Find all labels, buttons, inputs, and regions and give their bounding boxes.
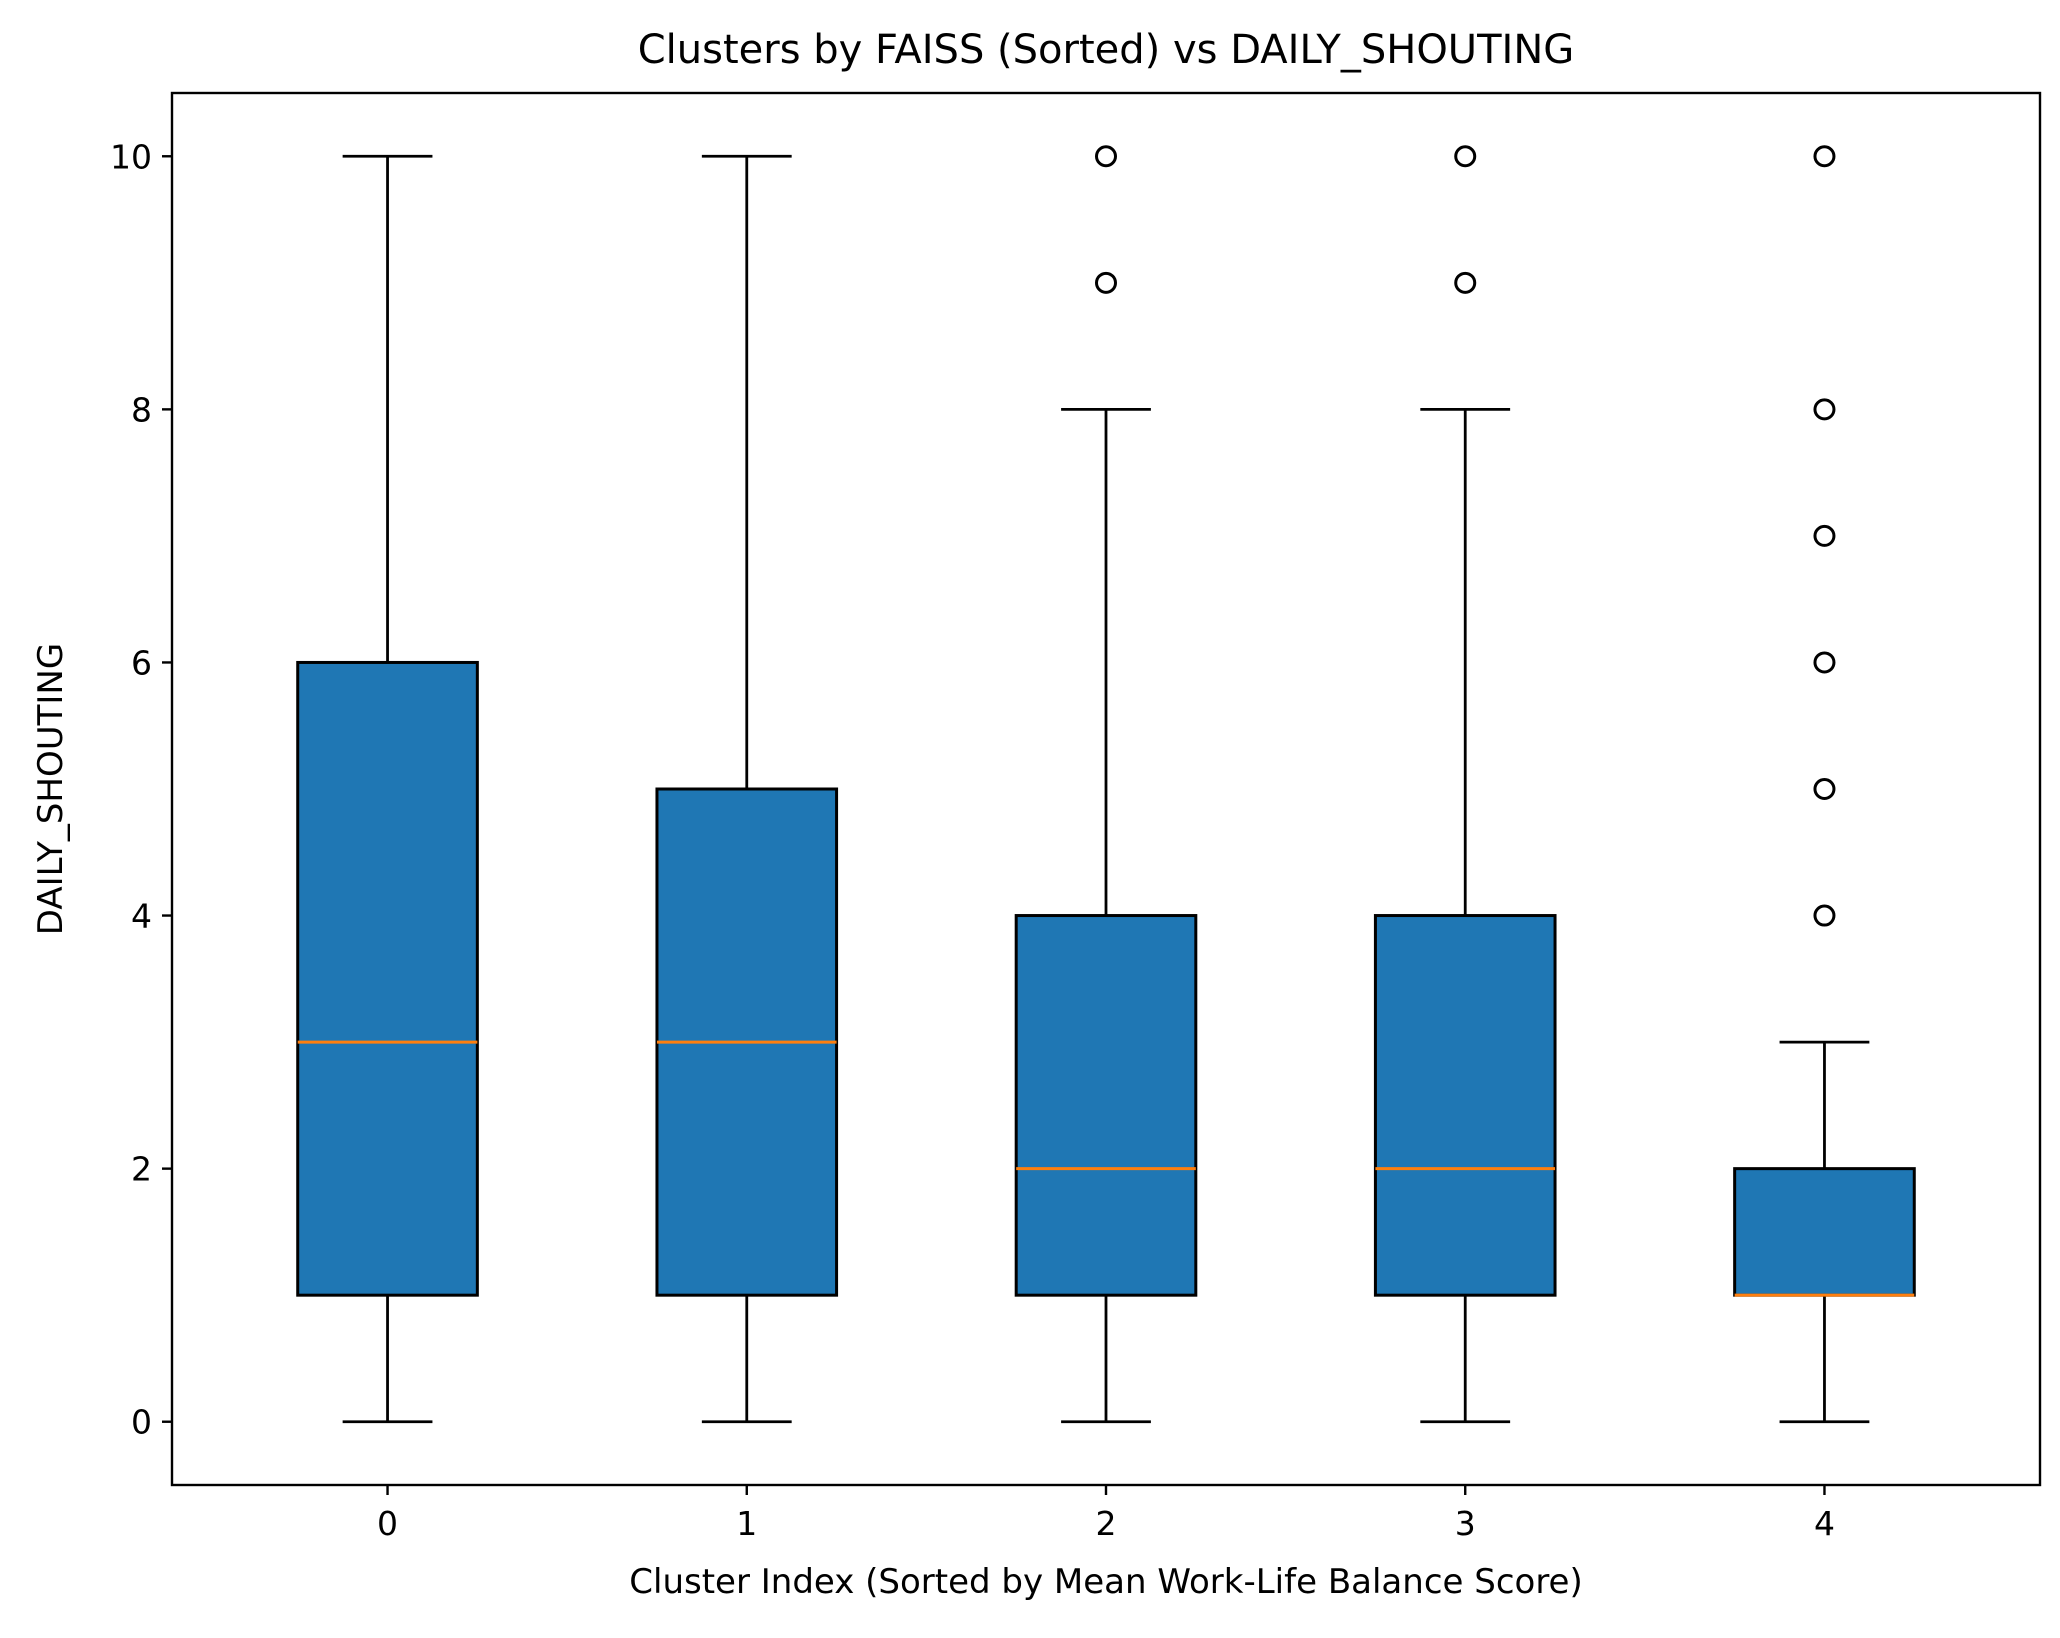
outlier-point [1095, 271, 1117, 294]
box-iqr [1733, 1167, 1916, 1297]
x-tick-label: 1 [736, 1504, 757, 1543]
y-tick-label: 2 [131, 1150, 152, 1189]
box-group-0 [296, 154, 479, 1424]
x-tick-label: 4 [1814, 1504, 1835, 1543]
x-tick-label: 2 [1096, 1504, 1117, 1543]
outlier-point [1813, 524, 1836, 547]
outlier-point [1454, 271, 1477, 294]
box-group-4 [1733, 145, 1916, 1424]
y-axis-label: DAILY_SHOUTING [31, 643, 71, 935]
y-tick-label: 10 [110, 137, 152, 176]
box-group-1 [655, 154, 839, 1424]
x-tick-label: 3 [1455, 1504, 1476, 1543]
outlier-point [1095, 145, 1117, 168]
box-iqr [1373, 914, 1557, 1297]
box-group-2 [1014, 145, 1198, 1424]
chart-title: Clusters by FAISS (Sorted) vs DAILY_SHOU… [638, 27, 1574, 73]
box-group-3 [1373, 145, 1557, 1424]
box-iqr [296, 660, 479, 1297]
outlier-point [1813, 778, 1836, 800]
x-tick-label: 0 [377, 1504, 398, 1543]
outlier-point [1813, 398, 1836, 421]
axes: 0 2 4 6 8 10 0 1 2 3 4 [110, 91, 2042, 1543]
outlier-point [1813, 145, 1836, 168]
outlier-point [1813, 651, 1836, 674]
y-tick-label: 4 [131, 897, 152, 936]
outlier-point [1813, 904, 1836, 927]
y-tick-label: 6 [131, 643, 152, 682]
outlier-point [1454, 145, 1477, 168]
box-iqr [1014, 914, 1198, 1297]
x-axis-label: Cluster Index (Sorted by Mean Work-Life … [629, 1562, 1582, 1602]
plot-marks [296, 145, 1916, 1424]
y-tick-label: 8 [131, 390, 152, 429]
y-tick-label: 0 [131, 1403, 152, 1442]
